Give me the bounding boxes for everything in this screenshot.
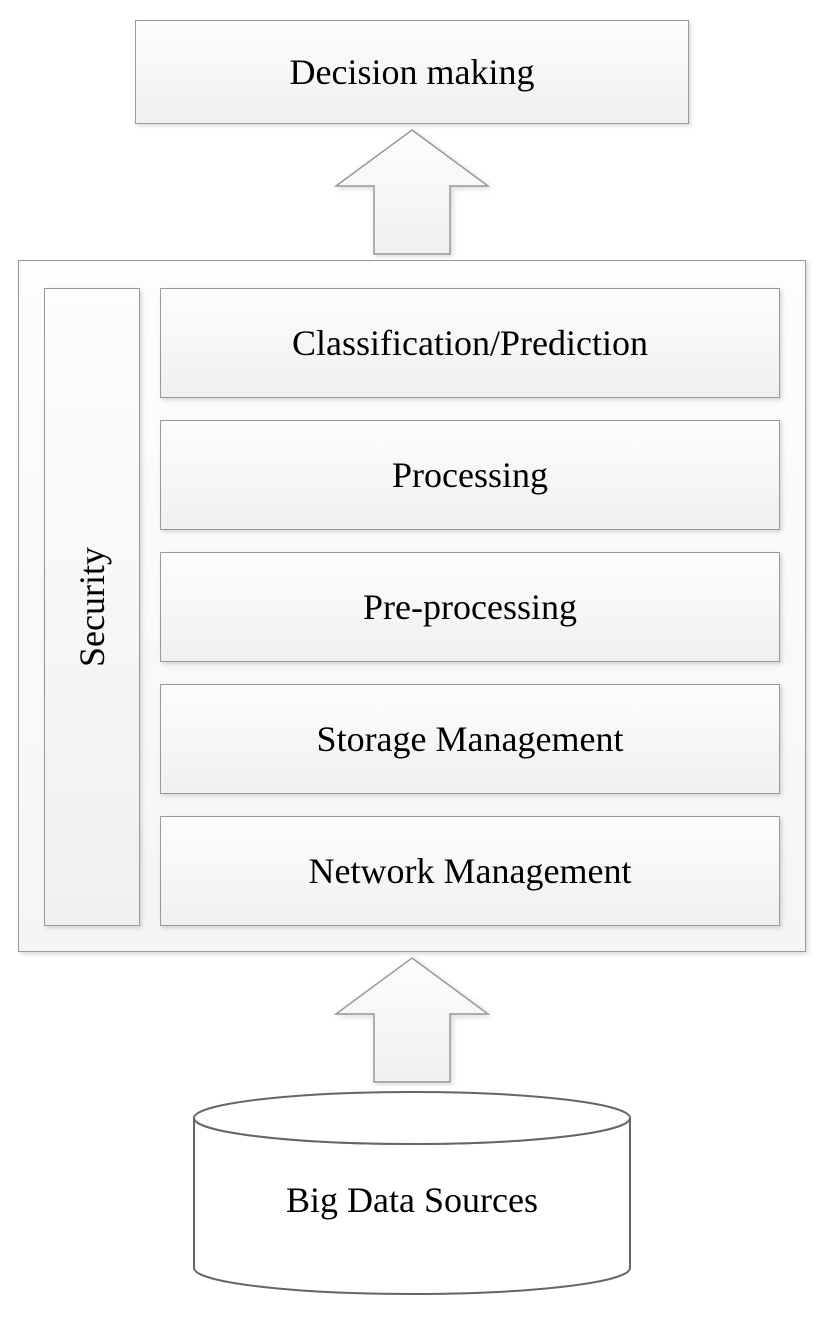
storage-management-label: Storage Management — [317, 718, 624, 760]
pre-processing-label: Pre-processing — [363, 586, 577, 628]
data-source-label: Big Data Sources — [286, 1179, 538, 1221]
storage-management-block: Storage Management — [160, 684, 780, 794]
data-source-label-container: Big Data Sources — [190, 1150, 634, 1250]
security-block: Security — [44, 288, 140, 926]
network-management-label: Network Management — [309, 850, 632, 892]
classification-prediction-block: Classification/Prediction — [160, 288, 780, 398]
classification-prediction-label: Classification/Prediction — [292, 322, 648, 364]
decision-making-block: Decision making — [135, 20, 689, 124]
decision-making-label: Decision making — [290, 51, 535, 93]
network-management-block: Network Management — [160, 816, 780, 926]
security-label: Security — [71, 547, 113, 667]
arrow-top-icon — [332, 128, 492, 258]
arrow-bottom-icon — [332, 956, 492, 1086]
pre-processing-block: Pre-processing — [160, 552, 780, 662]
processing-label: Processing — [392, 454, 548, 496]
processing-block: Processing — [160, 420, 780, 530]
